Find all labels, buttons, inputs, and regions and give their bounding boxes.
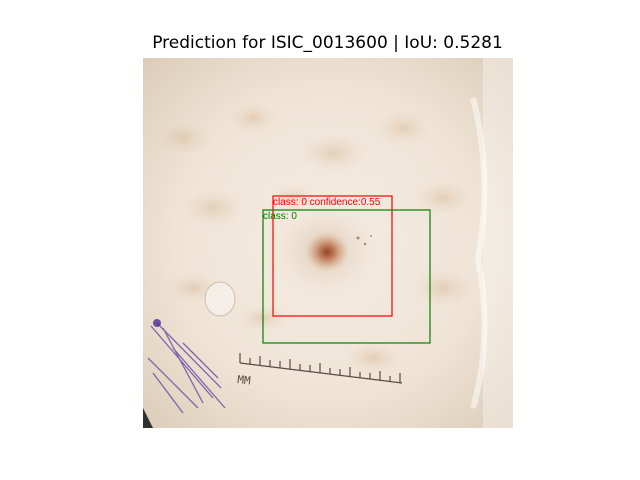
dark-corner xyxy=(143,408,153,428)
prediction-box-label: class: 0 confidence:0.55 xyxy=(273,197,381,208)
ruler-unit-label: MM xyxy=(237,373,252,387)
dermoscopy-image: MM class: 0 confidence:0.55 class: 0 xyxy=(143,58,513,428)
lesion xyxy=(305,232,349,272)
air-bubble xyxy=(204,281,236,317)
ruler xyxy=(239,353,403,384)
skin-lesion-photo: MM xyxy=(143,58,513,428)
glare xyxy=(483,58,513,428)
ink-marks xyxy=(147,322,226,414)
ground-truth-bounding-box xyxy=(262,209,431,344)
pigment-texture xyxy=(153,102,475,374)
ground-truth-box-label: class: 0 xyxy=(263,211,297,222)
figure-title: Prediction for ISIC_0013600 | IoU: 0.528… xyxy=(152,33,503,53)
prediction-bounding-box xyxy=(272,195,393,317)
